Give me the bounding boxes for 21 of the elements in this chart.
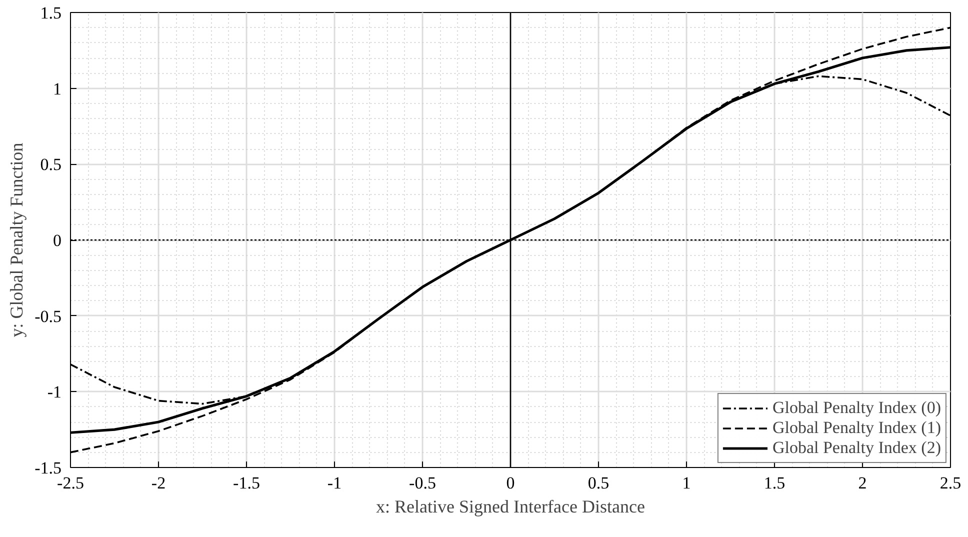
legend-label: Global Penalty Index (2) [772, 438, 941, 458]
y-tick-label: 1.5 [40, 4, 62, 22]
x-tick-label: 1 [682, 474, 691, 492]
legend-label: Global Penalty Index (0) [772, 398, 941, 418]
x-tick-label: -1.5 [233, 474, 260, 492]
y-tick-label: 1 [53, 79, 62, 98]
legend-label: Global Penalty Index (1) [772, 418, 941, 438]
x-axis-title: x: Relative Signed Interface Distance [376, 496, 645, 516]
y-axis-title: y: Global Penalty Function [6, 142, 27, 338]
x-tick-label: 2 [858, 474, 867, 492]
x-tick-label: 0 [506, 474, 515, 492]
x-tick-label: 2.5 [940, 474, 962, 492]
x-tick-label: -0.5 [409, 474, 436, 492]
x-tick-label: 0.5 [588, 474, 610, 492]
y-tick-label: -1 [47, 382, 62, 402]
y-tick-label: 0.5 [40, 155, 62, 174]
x-tick-label: -1 [327, 474, 342, 492]
y-tick-label: -0.5 [34, 306, 62, 326]
x-tick-label: -2 [151, 474, 166, 492]
y-tick-label: 0 [53, 231, 62, 250]
x-tick-label: 1.5 [764, 474, 786, 492]
